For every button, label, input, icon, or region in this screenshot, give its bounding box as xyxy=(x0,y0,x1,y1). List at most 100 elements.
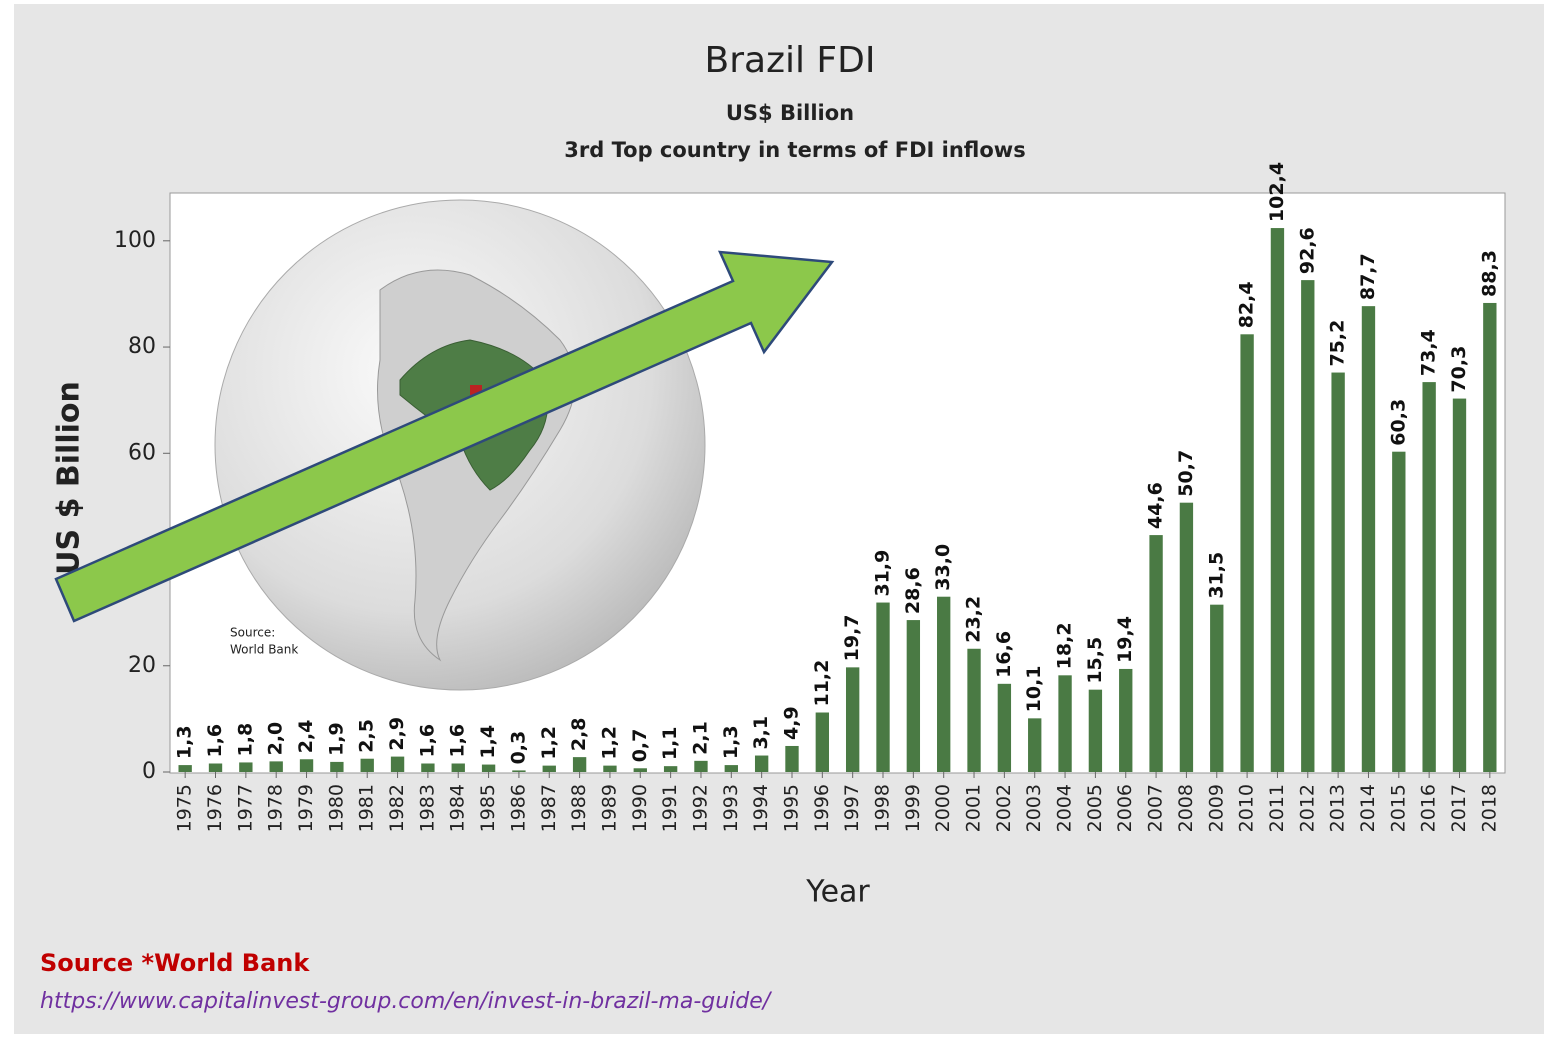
value-label: 4,9 xyxy=(780,706,802,740)
bar xyxy=(937,596,951,772)
value-label: 31,9 xyxy=(872,550,894,597)
bar xyxy=(299,759,314,772)
x-tick-label: 1980 xyxy=(325,784,347,832)
x-tick-label: 1984 xyxy=(447,784,469,832)
bar xyxy=(633,768,647,772)
value-label: 102,4 xyxy=(1266,162,1288,222)
value-label: 1,2 xyxy=(598,726,620,760)
value-label: 82,4 xyxy=(1236,281,1258,328)
bar xyxy=(906,620,921,772)
bar xyxy=(1483,302,1497,772)
y-tick-label: 60 xyxy=(128,440,156,465)
bar xyxy=(1179,502,1194,772)
subtitle: 3rd Top country in terms of FDI inflows xyxy=(564,138,1025,162)
bar xyxy=(178,765,192,772)
value-label: 3,1 xyxy=(750,716,772,750)
bar xyxy=(1240,334,1254,772)
x-tick-label: 1989 xyxy=(598,784,620,832)
bar xyxy=(421,763,435,772)
value-label: 2,4 xyxy=(295,720,317,754)
value-label: 2,8 xyxy=(568,717,590,751)
value-label: 28,6 xyxy=(902,567,924,614)
bar xyxy=(815,712,830,772)
value-label: 31,5 xyxy=(1205,552,1227,599)
x-tick-label: 1992 xyxy=(689,784,711,832)
x-tick-label: 1981 xyxy=(356,784,378,832)
x-tick-label: 1993 xyxy=(720,784,742,832)
x-tick-label: 2011 xyxy=(1266,784,1288,832)
x-tick-label: 2018 xyxy=(1478,784,1500,832)
value-label: 44,6 xyxy=(1145,482,1167,529)
x-tick-label: 2009 xyxy=(1205,784,1227,832)
x-tick-label: 1999 xyxy=(902,784,924,832)
value-label: 73,4 xyxy=(1418,329,1440,376)
bar xyxy=(967,648,981,772)
bar xyxy=(1149,535,1163,772)
source-url: https://www.capitalinvest-group.com/en/i… xyxy=(40,989,773,1014)
value-label: 1,9 xyxy=(325,722,347,756)
x-tick-label: 1997 xyxy=(841,784,863,832)
x-tick-label: 2008 xyxy=(1175,784,1197,832)
x-tick-label: 2015 xyxy=(1387,784,1409,832)
x-tick-label: 2013 xyxy=(1327,784,1349,832)
x-tick-label: 1988 xyxy=(568,784,590,832)
bar xyxy=(1088,689,1103,772)
value-label: 1,3 xyxy=(174,725,196,759)
value-label: 16,6 xyxy=(993,631,1015,678)
x-tick-label: 2003 xyxy=(1023,784,1045,832)
x-tick-label: 1985 xyxy=(477,784,499,832)
value-label: 92,6 xyxy=(1296,227,1318,274)
bar xyxy=(754,755,769,772)
x-tick-label: 1982 xyxy=(386,784,408,832)
bar xyxy=(481,764,496,772)
chart-title: Brazil FDI xyxy=(705,40,876,81)
bar xyxy=(208,763,223,772)
bar xyxy=(572,757,587,772)
image-caption: Source: xyxy=(230,626,275,640)
value-label: 1,3 xyxy=(720,725,742,759)
bar xyxy=(694,760,708,772)
x-tick-label: 2000 xyxy=(932,784,954,832)
value-label: 87,7 xyxy=(1357,253,1379,300)
bar xyxy=(1361,306,1376,772)
bar xyxy=(1058,675,1072,772)
value-label: 0,3 xyxy=(507,731,529,765)
value-label: 0,7 xyxy=(629,729,651,763)
source: Source *World Bank xyxy=(40,949,310,977)
bar xyxy=(330,761,344,772)
value-label: 2,1 xyxy=(689,721,711,755)
value-label: 60,3 xyxy=(1387,399,1409,446)
value-label: 1,6 xyxy=(447,724,469,758)
value-label: 88,3 xyxy=(1478,250,1500,297)
x-tick-label: 1990 xyxy=(629,784,651,832)
data-layer: 02040608010019751,319761,619771,819782,0… xyxy=(114,162,1500,832)
bar xyxy=(1422,382,1436,772)
trend-arrow xyxy=(54,250,835,623)
bar xyxy=(876,602,890,772)
bar xyxy=(360,758,374,772)
bar xyxy=(542,765,556,772)
value-label: 15,5 xyxy=(1084,637,1106,684)
x-tick-label: 2014 xyxy=(1357,784,1379,832)
x-tick-label: 1996 xyxy=(811,784,833,832)
value-label: 1,4 xyxy=(477,725,499,759)
bar xyxy=(785,745,799,772)
bar xyxy=(997,683,1012,772)
value-label: 19,7 xyxy=(841,614,863,661)
x-tick-label: 2001 xyxy=(963,784,985,832)
x-tick-label: 2007 xyxy=(1145,784,1167,832)
x-tick-label: 1976 xyxy=(204,784,226,832)
x-axis-label: Year xyxy=(805,875,870,910)
value-label: 1,1 xyxy=(659,726,681,760)
x-tick-label: 1987 xyxy=(538,784,560,832)
x-tick-label: 1978 xyxy=(265,784,287,832)
x-tick-label: 1977 xyxy=(234,784,256,832)
y-axis-label: US $ Billion xyxy=(52,381,87,575)
value-label: 2,5 xyxy=(356,719,378,753)
x-tick-label: 1975 xyxy=(174,784,196,832)
bar xyxy=(269,761,283,772)
image-caption: World Bank xyxy=(230,643,298,657)
y-tick-label: 80 xyxy=(128,334,156,359)
